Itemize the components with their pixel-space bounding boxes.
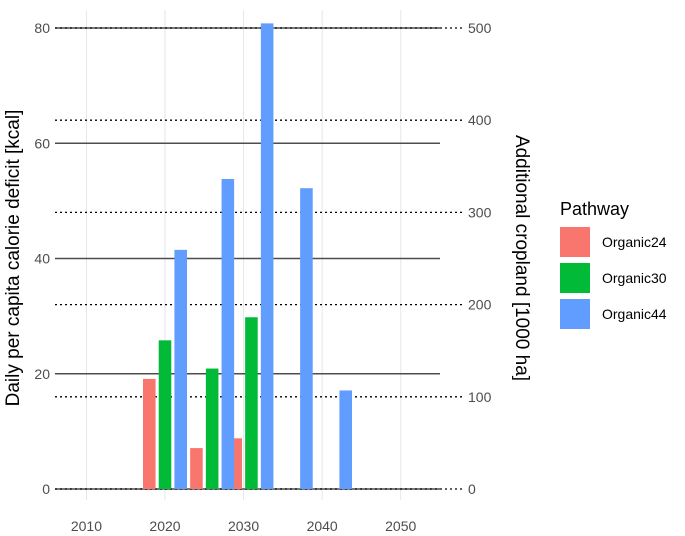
vertical-grid	[85, 10, 402, 500]
legend-swatch	[560, 263, 590, 293]
y-tick-label: 40	[34, 251, 50, 267]
y2-tick-label: 100	[468, 389, 492, 405]
y-tick-label: 20	[34, 366, 50, 382]
y-tick-label: 0	[42, 481, 50, 497]
bar-organic30	[245, 317, 258, 489]
x-tick-label: 2040	[307, 518, 338, 534]
bar-organic30	[205, 368, 219, 489]
y2-axis-ticks: 0 100 200 300 400 500	[468, 20, 492, 497]
y2-tick-label: 0	[468, 481, 476, 497]
legend: Pathway Organic24 Organic30 Organic44	[560, 199, 667, 329]
legend-label: Organic44	[602, 306, 667, 322]
x-tick-label: 2050	[385, 518, 416, 534]
legend-label: Organic30	[602, 270, 667, 286]
legend-swatch	[560, 227, 590, 257]
y-axis-title: Daily per capita calorie deficit [kcal]	[3, 110, 24, 407]
bar-organic44	[300, 188, 313, 489]
y2-tick-label: 300	[468, 204, 492, 220]
legend-items: Organic24 Organic30 Organic44	[560, 227, 667, 329]
x-tick-label: 2020	[149, 518, 180, 534]
y-tick-label: 60	[34, 135, 50, 151]
y-tick-label: 80	[34, 20, 50, 36]
legend-title: Pathway	[560, 199, 629, 219]
bar-organic44	[221, 178, 235, 490]
x-tick-label: 2030	[228, 518, 259, 534]
y2-tick-label: 500	[468, 20, 492, 36]
bar-organic44	[339, 390, 352, 489]
bar-organic30	[158, 340, 172, 489]
y2-tick-label: 400	[468, 112, 492, 128]
bar-organic24	[143, 378, 156, 489]
y2-tick-label: 200	[468, 297, 492, 313]
bar-organic44	[174, 249, 187, 489]
x-tick-label: 2010	[71, 518, 102, 534]
legend-swatch	[560, 299, 590, 329]
y-axis-ticks: 0 20 40 60 80	[34, 20, 50, 497]
bars	[143, 23, 352, 490]
x-axis-ticks: 2010 2020 2030 2040 2050	[71, 518, 417, 534]
legend-label: Organic24	[602, 234, 667, 250]
bar-organic44	[260, 23, 274, 489]
bar-organic24	[190, 448, 203, 489]
y2-axis-title: Additional cropland [1000 ha]	[511, 135, 532, 381]
